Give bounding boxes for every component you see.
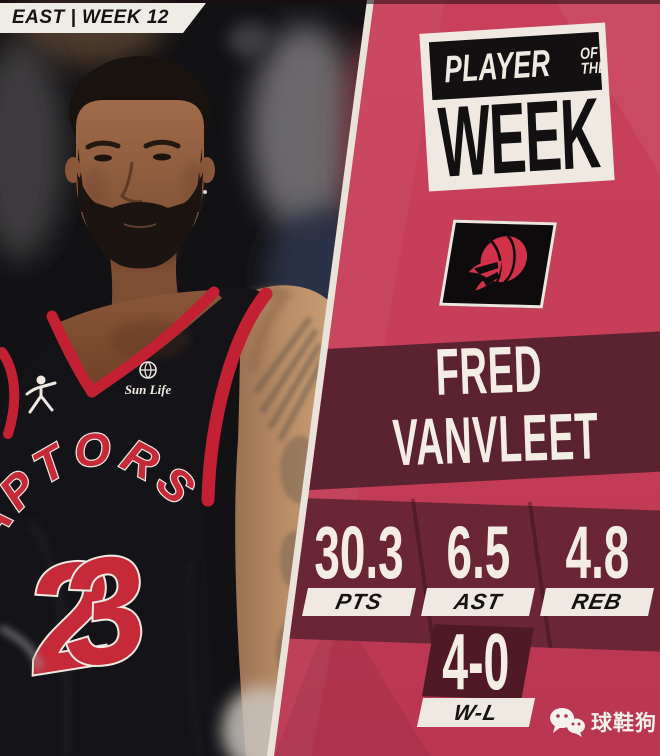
stat-rebounds: 4.8 REB (540, 511, 654, 616)
conference-week-badge: EAST | WEEK 12 (0, 3, 206, 33)
stat-label-bar: REB (540, 588, 654, 616)
wechat-icon (550, 708, 585, 737)
right-eye (153, 153, 171, 161)
stat-label-bar: AST (421, 588, 535, 616)
player-name: FRED VANVLEET (318, 330, 660, 480)
stat-assists: 6.5 AST (421, 511, 535, 616)
award-week-text: WEEK (436, 76, 602, 199)
watermark-text: 球鞋狗 (591, 712, 657, 735)
top-strip (0, 0, 660, 4)
stat-value: 30.3 (314, 511, 404, 594)
watermark: 球鞋狗 (549, 706, 657, 738)
left-eye (94, 154, 112, 162)
stat-value: 6.5 (446, 511, 510, 594)
stat-value: 4.8 (565, 511, 629, 594)
record-label: W-L (451, 699, 501, 725)
record-block: 4-0 W-L (416, 617, 536, 727)
raptors-logo-block (439, 219, 557, 309)
jersey-red-trim (0, 286, 273, 507)
record-label-bar: W-L (416, 698, 536, 727)
player-first-name: FRED (434, 331, 544, 409)
sunlife-text: Sun Life (125, 382, 172, 397)
jersey-number: 23 (12, 521, 158, 706)
stat-label: PTS (333, 589, 385, 614)
raptors-claw-icon (468, 235, 528, 291)
mustache (116, 203, 164, 219)
record-value: 4-0 (442, 617, 510, 706)
stats-row: 30.3 PTS 6.5 AST 4.8 REB (302, 511, 654, 616)
player-of-week-logo: PLAYER OF THE WEEK (419, 22, 615, 199)
award-ofthe-text: OF THE (579, 45, 607, 79)
nose (120, 161, 143, 204)
stat-label: REB (569, 589, 625, 614)
eyebrows (85, 139, 181, 150)
sunlife-patch: Sun Life (125, 361, 172, 397)
award-the-text: THE (580, 59, 607, 79)
stat-label-bar: PTS (302, 588, 416, 616)
jersey: Sun Life APTORS 23 (0, 286, 273, 756)
stat-points: 30.3 PTS (302, 511, 416, 616)
player-head (65, 56, 215, 269)
player-last-name: VANVLEET (391, 398, 600, 480)
earring (203, 190, 207, 194)
jumpman-icon (25, 375, 57, 414)
beard (77, 172, 203, 269)
stat-label: AST (451, 589, 505, 614)
